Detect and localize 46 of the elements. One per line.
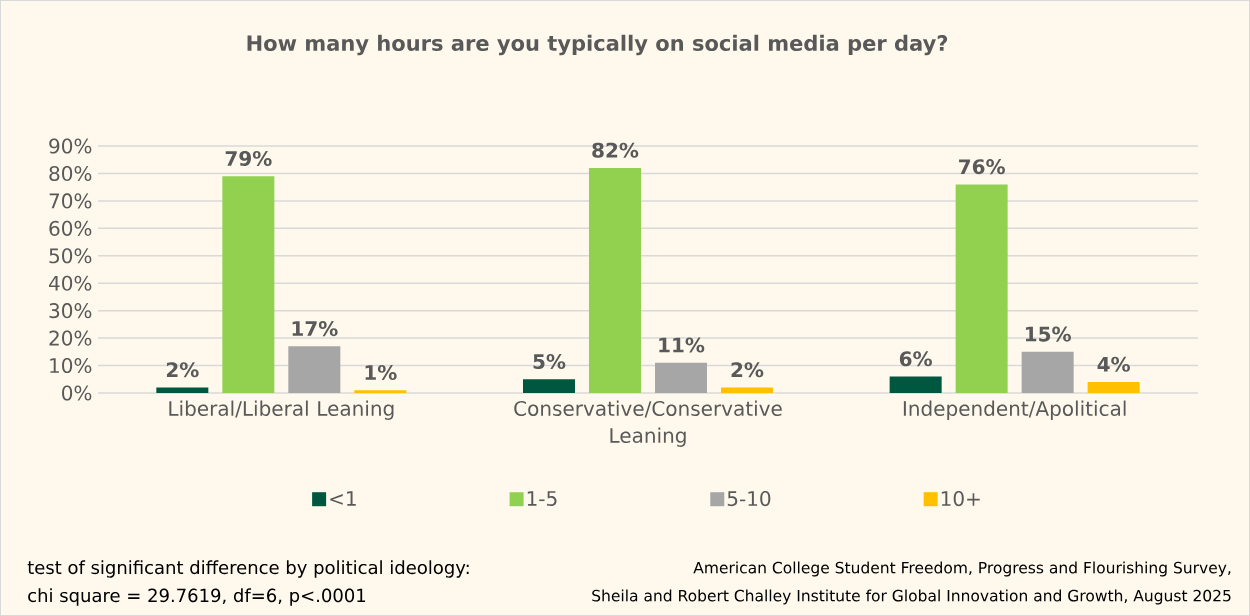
data-label: 6%	[899, 351, 932, 367]
data-label: 5%	[533, 353, 566, 370]
y-tick-label: 50%	[49, 248, 92, 264]
bar	[222, 176, 275, 393]
bar	[654, 362, 707, 393]
bar	[889, 376, 942, 393]
x-tick-label: Independent/Apolitical	[903, 400, 1126, 420]
bar	[955, 184, 1008, 393]
legend-label: 5-10	[727, 491, 771, 507]
data-label: 11%	[659, 337, 705, 353]
y-tick-label: 40%	[48, 275, 92, 291]
legend-label: <1	[330, 491, 356, 506]
data-label: 17%	[292, 321, 338, 337]
y-tick-label: 90%	[49, 138, 92, 154]
legend-label: 10+	[941, 491, 980, 507]
data-label: 2%	[731, 362, 764, 378]
data-label: 76%	[959, 159, 1005, 175]
bar	[720, 387, 773, 393]
y-tick-label: 80%	[49, 165, 92, 182]
text: test of significant difference by political ideology:	[27, 560, 469, 578]
chart-title: How many hours are you typically on social media per day?	[247, 34, 948, 56]
data-label: 4%	[1097, 356, 1130, 372]
bar	[1087, 382, 1140, 393]
data-label: 2%	[166, 362, 199, 378]
bar	[354, 390, 407, 393]
bar	[288, 346, 341, 393]
y-tick-label: 60%	[49, 220, 92, 236]
x-tick-label: Conservative/Conservative Leaning	[514, 400, 782, 447]
text: American College Student Freedom, Progress and Flourishing Survey,	[693, 561, 1231, 577]
bar	[522, 379, 575, 393]
y-tick-label: 0%	[62, 385, 92, 401]
data-label: 82%	[592, 142, 639, 158]
bar	[588, 167, 641, 393]
text: chi square = 29.7619, df=6, p<.0001	[28, 588, 366, 606]
data-label: 79%	[225, 150, 272, 166]
y-tick-label: 10%	[50, 358, 92, 374]
legend-label: 1-5	[527, 491, 557, 507]
bar	[1021, 351, 1074, 393]
data-label: 1%	[365, 364, 397, 381]
bar	[156, 387, 209, 393]
y-tick-label: 20%	[49, 330, 92, 346]
text: Sheila and Robert Challey Institute for Global Innovation and Growth, August 2025	[592, 589, 1231, 605]
data-label: 15%	[1025, 326, 1071, 342]
y-tick-label: 70%	[49, 193, 92, 209]
x-tick-label: Liberal/Liberal Leaning	[169, 400, 394, 420]
y-tick-label: 30%	[49, 303, 92, 319]
